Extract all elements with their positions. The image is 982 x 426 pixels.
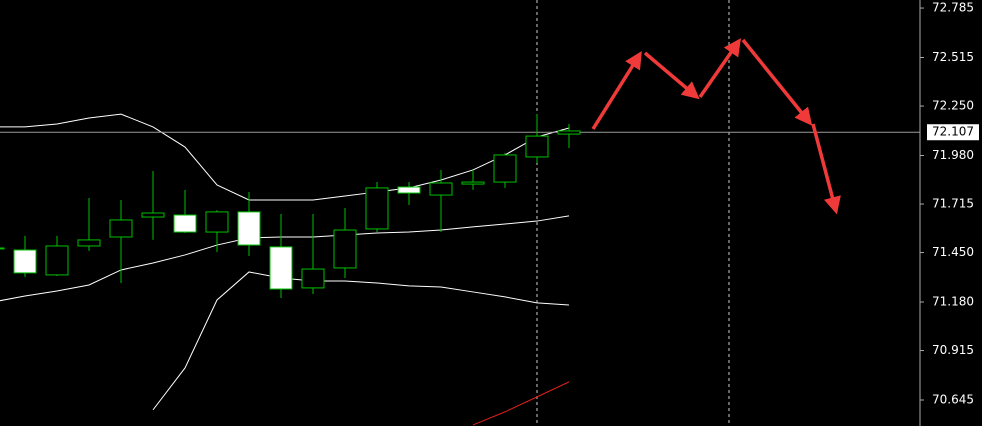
current-price-box [927,124,979,141]
y-tick-label: 72.785 [932,1,974,15]
arrow [643,51,700,100]
arrow [591,51,642,130]
candle-body [333,229,357,269]
candle-body [0,247,5,250]
candle-body [173,214,197,233]
y-tick-label: 72.250 [932,99,974,113]
candle-body [525,135,549,158]
candle-body [269,246,293,290]
candle-body [365,187,389,230]
candle-body [461,181,485,185]
indicator-line [472,381,570,426]
plot-area [0,113,920,426]
current-price-label: 72.107 [932,125,974,139]
arrow [811,123,841,215]
candle-body [557,130,581,135]
candle-body [45,245,69,276]
y-tick-label: 71.980 [932,148,974,162]
candle-body [237,211,261,246]
candle-body [493,154,517,183]
y-tick-label: 71.450 [932,245,974,259]
y-tick-label: 71.180 [932,295,974,309]
candle-body [109,219,133,238]
candle-body [429,182,453,196]
candle-body [205,211,229,233]
indicator-line [0,113,570,201]
candle-body [13,249,37,274]
candle-body [141,212,165,218]
candle-body [397,186,421,194]
y-tick-label: 70.645 [932,392,974,406]
arrow [741,38,813,126]
forecast-arrows [591,38,841,215]
y-tick-label: 71.715 [932,197,974,211]
indicator-line [152,271,570,411]
arrow [698,38,742,99]
y-tick-label: 70.915 [932,343,974,357]
candle-body [301,268,325,289]
y-tick-label: 72.515 [932,50,974,64]
candle-body [77,239,101,247]
